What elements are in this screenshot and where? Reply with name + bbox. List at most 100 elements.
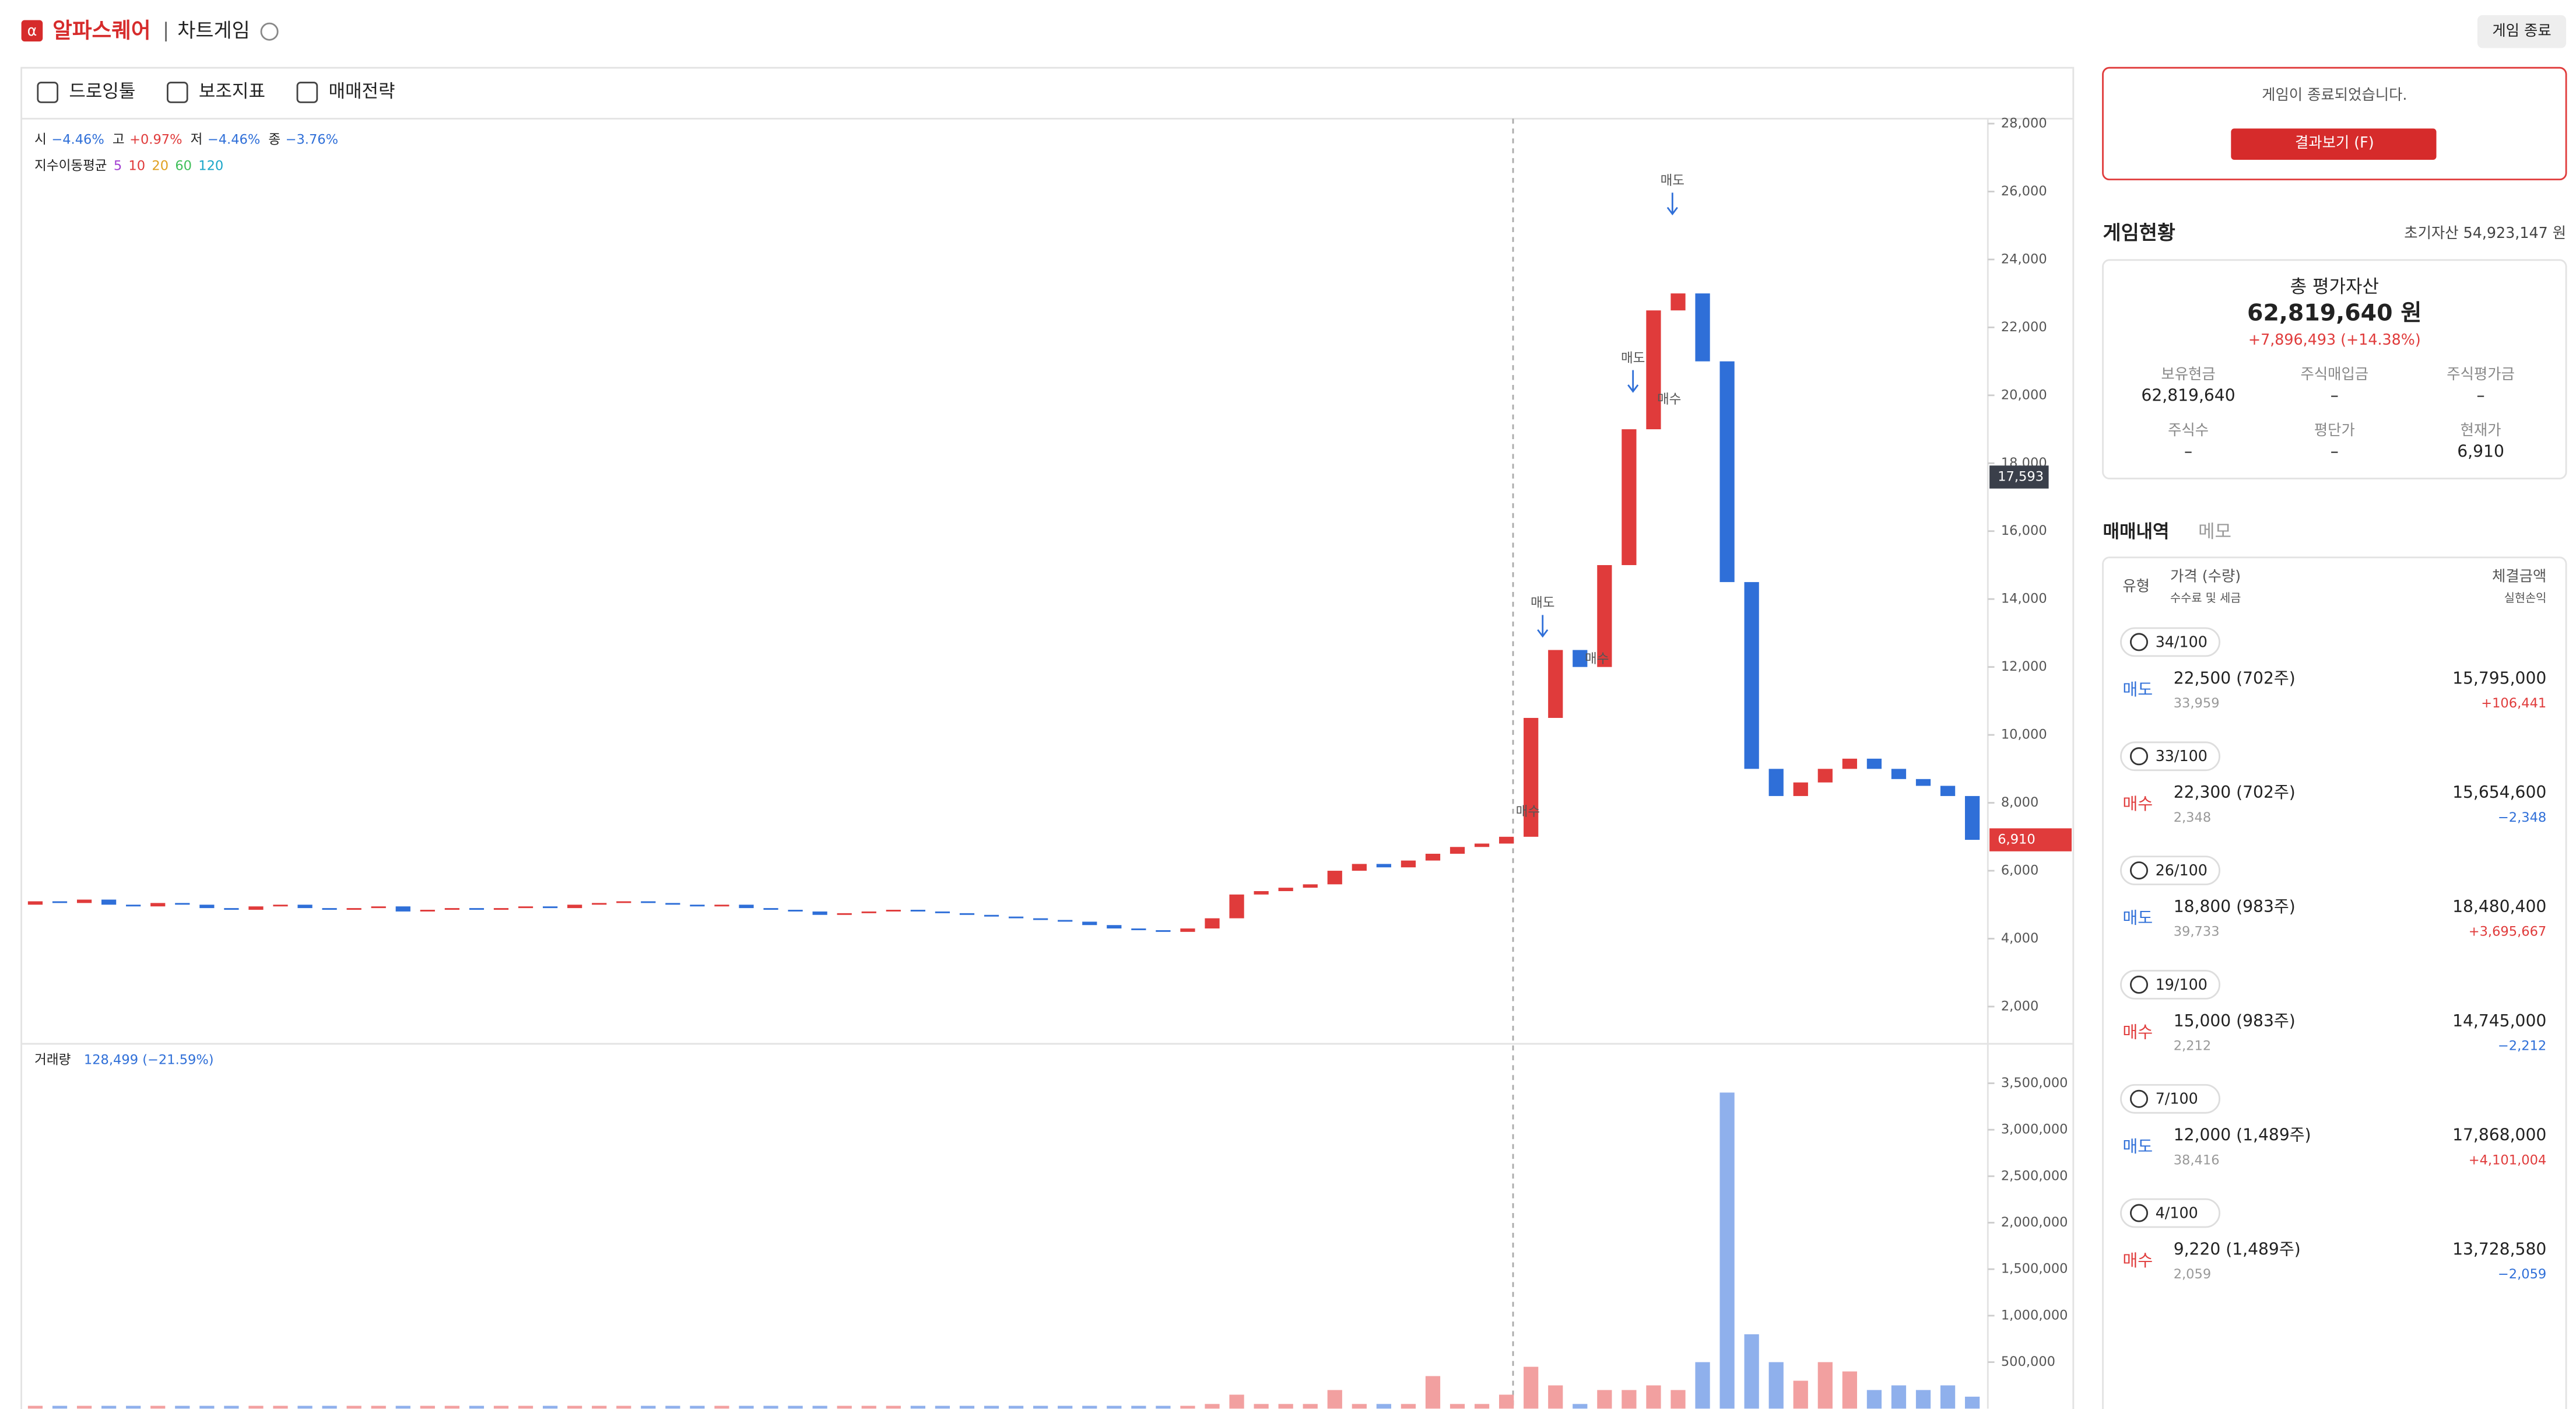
stat-label: 주식매입금 — [2301, 365, 2369, 383]
candle-body — [1915, 779, 1931, 786]
trade-pnl: +4,101,004 — [2469, 1152, 2547, 1168]
toolbar-icon[interactable] — [296, 82, 318, 103]
turn: 7/100 — [2156, 1090, 2198, 1107]
volume-bar — [1597, 1390, 1612, 1409]
total-change: +7,896,493 (+14.38%) — [2248, 331, 2421, 348]
volume-bar — [150, 1406, 166, 1409]
y-tick-label: 14,000 — [2001, 591, 2047, 607]
volume-label: 거래량 — [34, 1053, 71, 1068]
candle-body — [1254, 891, 1269, 895]
trade-annotation: 매도 — [1531, 595, 1554, 611]
end-button[interactable] — [2477, 15, 2567, 48]
turn: 4/100 — [2156, 1204, 2198, 1221]
candle-body — [297, 905, 313, 909]
trade-amount: 15,795,000 — [2452, 668, 2546, 688]
y-tick-label: 12,000 — [2001, 659, 2047, 674]
volume-bar — [1915, 1390, 1931, 1409]
notice: 게임이 종료되었습니다. — [2262, 86, 2407, 103]
toolbar-icon[interactable] — [37, 82, 59, 103]
y-tick-label: 8,000 — [2001, 795, 2039, 810]
candle-body — [1058, 920, 1073, 922]
trade-annotation: 매도 — [1621, 351, 1645, 366]
trade-type: 매도 — [2122, 680, 2153, 699]
initial-assets: 초기자산 54,923,147 원 — [2404, 224, 2566, 241]
trade-pnl: −2,348 — [2498, 810, 2546, 825]
volume-bar — [27, 1406, 43, 1409]
volume-bar — [1327, 1390, 1342, 1409]
candle-body — [1474, 843, 1490, 847]
candle-body — [322, 908, 337, 910]
volume-bar — [1524, 1366, 1539, 1409]
help-icon[interactable] — [260, 22, 279, 41]
volume-bar — [616, 1406, 631, 1409]
volume-tick-label: 1,500,000 — [2001, 1261, 2068, 1277]
stat-value: – — [2477, 386, 2485, 405]
volume-bar — [1474, 1404, 1490, 1409]
volume-bar — [126, 1406, 141, 1409]
ema-label: 지수이동평균 — [34, 159, 107, 174]
candle-body — [714, 905, 729, 907]
candle-body — [1842, 758, 1857, 769]
volume-bar — [641, 1406, 656, 1409]
volume-bar — [1008, 1406, 1024, 1409]
volume-bar — [1891, 1385, 1907, 1409]
trade-type: 매수 — [2122, 794, 2153, 814]
candle-body — [1670, 293, 1686, 311]
stat-value: 62,819,640 — [2141, 386, 2235, 405]
candle-body — [1695, 293, 1710, 362]
toolbar-item: 매매전략 — [329, 81, 395, 102]
candle-body — [1499, 836, 1514, 844]
toolbar-icon[interactable] — [166, 82, 188, 103]
y-tick-label: 4,000 — [2001, 931, 2039, 946]
volume-bar — [199, 1406, 215, 1409]
ohlc-value: +0.97% — [129, 132, 182, 148]
logo — [21, 20, 43, 42]
candle-body — [861, 911, 876, 913]
trade-price: 9,220 (1,489주) — [2174, 1239, 2301, 1259]
volume-bar — [297, 1406, 313, 1409]
volume-bar — [1940, 1385, 1956, 1409]
volume-bar — [1229, 1394, 1244, 1409]
volume-bar — [886, 1406, 901, 1409]
turn: 34/100 — [2156, 633, 2208, 650]
candle-body — [1768, 769, 1784, 796]
trade-type: 매수 — [2122, 1251, 2153, 1270]
volume-bar — [273, 1406, 288, 1409]
result-button[interactable] — [2231, 128, 2437, 160]
volume-bar — [175, 1406, 190, 1409]
page-title: 차트게임 — [177, 19, 250, 42]
price-tag — [1989, 465, 2049, 489]
y-tick-label: 16,000 — [2001, 523, 2047, 538]
candle-body — [27, 901, 43, 905]
stat-label: 주식평가금 — [2447, 365, 2515, 383]
stat-label: 현재가 — [2461, 421, 2501, 439]
candle-body — [273, 905, 288, 907]
volume-bar — [1719, 1092, 1735, 1409]
col-type: 유형 — [2122, 577, 2150, 595]
trade-pnl: −2,059 — [2498, 1267, 2546, 1282]
volume-bar — [1376, 1404, 1391, 1409]
volume-tick-label: 1,000,000 — [2001, 1308, 2068, 1323]
candle-body — [1548, 650, 1563, 718]
candle-body — [1327, 871, 1342, 885]
trade-fee: 39,733 — [2174, 924, 2220, 940]
candle-body — [690, 905, 705, 907]
trade-pnl: −2,212 — [2498, 1039, 2546, 1054]
candle-body — [224, 908, 239, 910]
volume-tick-label: 2,000,000 — [2001, 1215, 2068, 1230]
volume-bar — [518, 1406, 534, 1409]
turn-pill — [2120, 1198, 2220, 1228]
trade-annotation: 매수 — [1585, 651, 1609, 667]
turn-pill — [2120, 1084, 2220, 1114]
ohlc-value: −3.76% — [286, 132, 338, 148]
y-tick-label: 10,000 — [2001, 727, 2047, 742]
trade-amount: 15,654,600 — [2452, 783, 2546, 802]
candle-body — [1278, 888, 1293, 891]
volume-bar — [1107, 1406, 1122, 1409]
turn: 33/100 — [2156, 747, 2208, 765]
ohlc-value: −4.46% — [51, 132, 104, 148]
candle-body — [935, 911, 950, 913]
volume-bar — [1058, 1406, 1073, 1409]
trade-amount: 13,728,580 — [2452, 1239, 2546, 1259]
